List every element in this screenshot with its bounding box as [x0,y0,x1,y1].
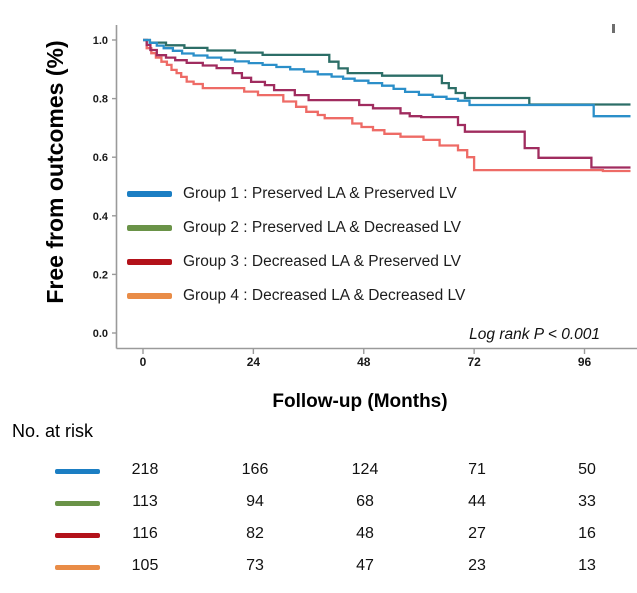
y-tick-label: 0.4 [93,211,109,223]
x-tick-label: 24 [247,355,261,369]
risk-row-swatch-group-3 [55,532,100,538]
risk-count-cell: 48 [356,525,374,542]
risk-count-cell: 82 [246,525,264,542]
risk-count-cell: 166 [241,461,269,478]
x-tick-label: 96 [578,355,592,369]
x-axis-label: Follow-up (Months) [272,391,448,412]
legend-item: Group 4 : Decreased LA & Decreased LV [127,285,465,307]
x-tick-label: 72 [467,355,481,369]
legend-swatch-group-3 [127,259,172,265]
risk-row-swatch-group-1 [55,468,100,474]
legend-swatch-group-4 [127,293,172,299]
risk-count-cell: 124 [351,461,379,478]
y-tick-label: 1.0 [93,35,108,47]
risk-count-cell: 50 [578,461,596,478]
stray-artifact-mark [612,24,615,33]
risk-count-cell: 218 [131,461,159,478]
legend: Group 1 : Preserved LA & Preserved LV Gro… [127,183,465,319]
legend-label: Group 3 : Decreased LA & Preserved LV [183,253,462,270]
risk-row-swatch-group-4 [55,564,100,570]
legend-swatch-group-1 [127,191,172,197]
x-tick-label: 0 [140,355,147,369]
risk-count-cell: 44 [468,493,486,510]
legend-item: Group 2 : Preserved LA & Decreased LV [127,217,465,239]
risk-count-cell: 33 [578,493,596,510]
risk-count-cell: 113 [132,493,158,510]
y-tick-label: 0.6 [93,152,108,164]
logrank-annotation: Log rank P < 0.001 [469,326,600,343]
risk-count-cell: 73 [246,557,264,574]
legend-label: Group 4 : Decreased LA & Decreased LV [183,287,466,304]
legend-swatch-group-2 [127,225,172,231]
y-tick-label: 0.0 [93,328,108,340]
y-tick-label: 0.8 [93,94,108,106]
legend-label: Group 2 : Preserved LA & Decreased LV [183,219,462,236]
risk-row-swatch-group-2 [55,500,100,506]
km-plot-svg: 0.0 0.2 0.4 0.6 0.8 1.0 0 24 48 72 96 [93,25,637,369]
risk-count-cell: 16 [578,525,596,542]
risk-count-cell: 116 [132,525,158,542]
risk-count-cell: 105 [131,557,159,574]
risk-count-cell: 47 [356,557,374,574]
no-at-risk-label: No. at risk [12,421,94,441]
survival-curve-group-3 [143,38,631,169]
y-tick-label: 0.2 [93,269,108,281]
risk-count-cell: 68 [356,493,374,510]
x-tick-label: 48 [357,355,371,369]
risk-count-cell: 94 [246,493,264,510]
survival-curve-group-1 [143,38,631,118]
legend-item: Group 1 : Preserved LA & Preserved LV [127,183,465,205]
risk-count-cell: 23 [468,557,486,574]
risk-count-cell: 13 [578,557,596,574]
risk-count-cell: 27 [468,525,486,542]
risk-count-cell: 71 [468,461,486,478]
legend-item: Group 3 : Decreased LA & Preserved LV [127,251,465,273]
survival-curve-group-2 [143,38,631,106]
survival-curve-group-4 [143,38,631,173]
legend-label: Group 1 : Preserved LA & Preserved LV [183,185,457,202]
